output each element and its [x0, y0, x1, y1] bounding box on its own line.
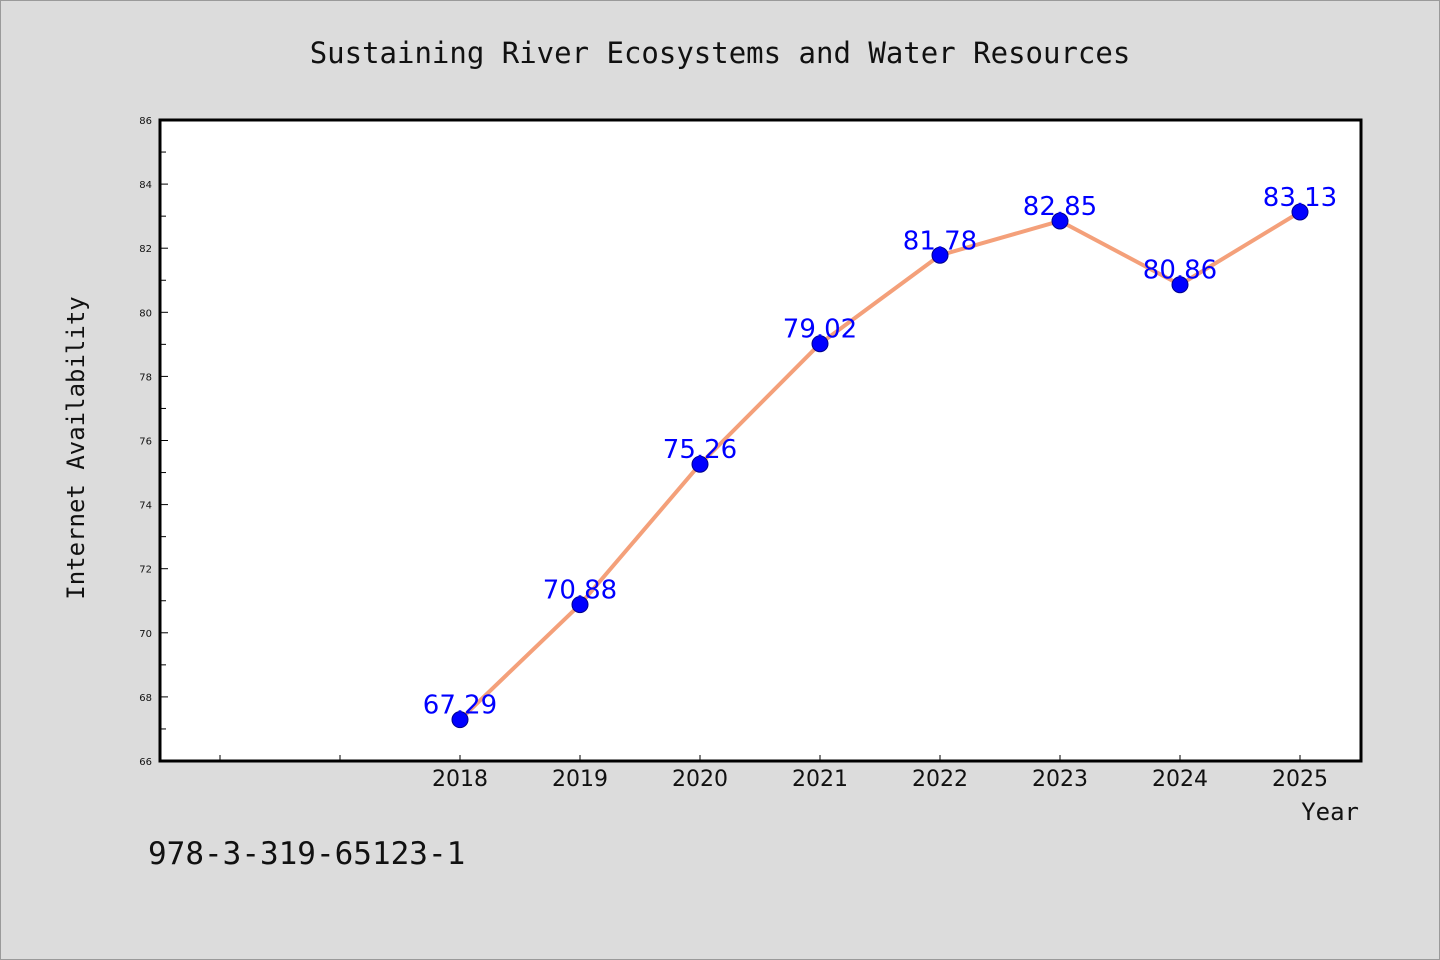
- data-point: [571, 596, 589, 614]
- x-axis: 2018 2019 2020 2021 2022 2023 2024 2025: [219, 755, 1328, 792]
- series-line: [458, 209, 1302, 722]
- data-point: [931, 246, 949, 264]
- data-label: 75.26: [663, 435, 737, 465]
- y-tick-label: 82: [139, 244, 152, 255]
- plot-area: [158, 118, 1363, 763]
- y-tick-label: 80: [139, 308, 152, 319]
- y-tick-label: 84: [139, 180, 152, 191]
- data-point: [451, 711, 469, 729]
- isbn-text: 978-3-319-65123-1: [148, 836, 465, 872]
- data-label: 67.29: [423, 691, 497, 721]
- data-point: [1171, 276, 1189, 294]
- x-axis-label: Year: [1301, 798, 1359, 826]
- data-label: 83.13: [1263, 183, 1337, 213]
- y-axis: 66 68 70 72 74 76 78 80 82 84 86: [139, 116, 168, 768]
- x-tick-label: 2019: [552, 767, 608, 792]
- data-point: [1051, 212, 1069, 230]
- x-tick-label: 2021: [792, 767, 848, 792]
- y-tick-label: 74: [139, 501, 152, 512]
- y-tick-label: 66: [139, 757, 152, 768]
- data-point: [811, 335, 829, 353]
- x-tick-label: 2020: [672, 767, 728, 792]
- y-tick-label: 68: [139, 693, 152, 704]
- data-label: 82.85: [1023, 192, 1097, 222]
- y-tick-label: 76: [139, 437, 152, 448]
- data-point: [1291, 203, 1309, 221]
- series-group: 67.29 70.88 75.26 79.02 81.78 82.85 80.86 83.13: [423, 183, 1337, 729]
- y-tick-label: 78: [139, 372, 152, 383]
- y-tick-label: 72: [139, 565, 152, 576]
- data-label: 81.78: [903, 226, 977, 256]
- y-tick-label: 86: [139, 116, 152, 127]
- x-tick-label: 2025: [1272, 767, 1328, 792]
- x-tick-label: 2023: [1032, 767, 1088, 792]
- y-axis-label: Internet Availability: [62, 296, 90, 599]
- x-tick-label: 2024: [1152, 767, 1208, 792]
- x-tick-label: 2022: [912, 767, 968, 792]
- chart-title: Sustaining River Ecosystems and Water Re…: [310, 36, 1131, 70]
- data-label: 80.86: [1143, 256, 1217, 286]
- data-label: 70.88: [543, 576, 617, 606]
- data-label: 79.02: [783, 315, 857, 345]
- x-tick-label: 2018: [432, 767, 488, 792]
- y-tick-label: 70: [139, 629, 152, 640]
- data-point: [691, 455, 709, 473]
